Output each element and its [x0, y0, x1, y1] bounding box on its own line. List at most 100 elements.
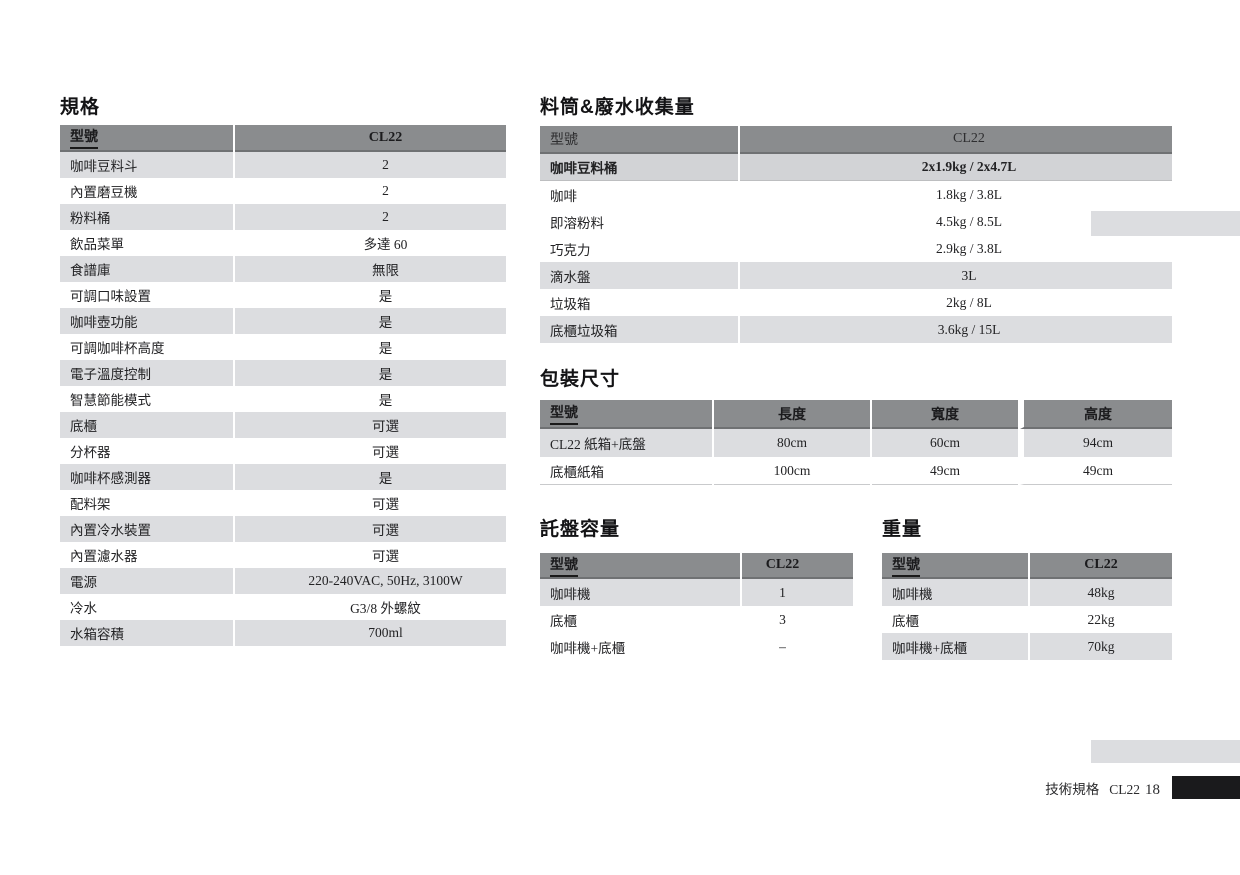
row-value: 是 — [235, 308, 506, 334]
row-label: 咖啡豆料桶 — [540, 154, 738, 181]
row-value: 可選 — [372, 445, 399, 460]
table-row: 食譜庫 無限 — [60, 256, 506, 282]
column-header-cl22: CL22 — [235, 125, 506, 152]
row-label: CL22 紙箱+底盤 — [540, 429, 712, 457]
row-value: 1 — [742, 579, 853, 606]
row-value: 可選 — [235, 412, 506, 438]
spec-header-model-cell: 型號 — [60, 125, 233, 152]
row-label: 食譜庫 — [60, 256, 233, 282]
table-row: 飲品菜單 多達 60 — [60, 230, 506, 256]
row-value: 100cm — [714, 457, 870, 485]
row-label: 電子溫度控制 — [60, 360, 233, 386]
table-row: 冷水 G3/8 外螺紋 — [60, 594, 506, 620]
row-label: 咖啡杯感測器 — [60, 464, 233, 490]
column-header-model: 型號 — [70, 126, 98, 149]
table-row: 電源 220-240VAC, 50Hz, 3100W — [60, 568, 506, 594]
tray-section-title: 託盤容量 — [540, 519, 621, 540]
table-row: 內置磨豆機 2 — [60, 178, 506, 204]
row-value: 是 — [235, 360, 506, 386]
column-header-cl22: CL22 — [740, 126, 1172, 154]
table-row: 底櫃紙箱 100cm 49cm 49cm — [540, 457, 1172, 485]
weight-header-model-cell: 型號 — [882, 553, 1028, 579]
table-row: 電子溫度控制是 — [60, 360, 506, 386]
table-row: 巧克力 2.9kg / 3.8L — [540, 235, 1172, 262]
packaging-table-body: CL22 紙箱+底盤 80cm 60cm 94cm 底櫃紙箱 100cm 49cm 49cm — [540, 429, 1172, 485]
row-value: 是 — [378, 289, 393, 304]
tray-table-body: 咖啡機 1 底櫃 3 咖啡機+底櫃 – — [540, 579, 853, 660]
weight-table-header: 型號 CL22 — [882, 553, 1172, 579]
spec-table-header: 型號 CL22 — [60, 125, 506, 152]
row-value: 2.9kg / 3.8L — [936, 240, 1002, 256]
row-value: 是 — [378, 393, 393, 408]
table-row: 可調咖啡杯高度 是 — [60, 334, 506, 360]
row-value: 2x1.9kg / 2x4.7L — [740, 154, 1172, 181]
row-value: 60cm — [872, 429, 1018, 457]
margin-gray-bar-top — [1091, 211, 1240, 236]
table-row: 底櫃 22kg — [882, 606, 1172, 633]
table-row: 垃圾箱 2kg / 8L — [540, 289, 1172, 316]
spec-table-body: 咖啡豆料斗 2 內置磨豆機 2 粉料桶 2 飲品菜單 多達 60 食譜庫 無限 可調口味設置是咖啡壺… — [60, 152, 506, 646]
footer-label: 技術規格 — [1045, 782, 1100, 797]
row-value: 是 — [235, 464, 506, 490]
row-label: 咖啡機+底櫃 — [882, 633, 1028, 660]
table-row: 咖啡機 48kg — [882, 579, 1172, 606]
row-label: 智慧節能模式 — [70, 393, 151, 408]
row-value: 2 — [382, 183, 389, 198]
table-row: 內置濾水器 可選 — [60, 542, 506, 568]
table-row: 智慧節能模式 是 — [60, 386, 506, 412]
row-label: 粉料桶 — [60, 204, 233, 230]
hopper-section-title: 料筒&廢水收集量 — [540, 97, 695, 118]
row-label: 底櫃紙箱 — [540, 457, 712, 485]
row-label: 底櫃 — [892, 613, 919, 629]
table-row: 水箱容積 700ml — [60, 620, 506, 646]
row-label: 咖啡機 — [882, 579, 1028, 606]
column-header-cl22: CL22 — [1030, 553, 1172, 579]
tray-table: 型號 CL22 咖啡機 1 底櫃 3 咖啡機+底櫃 – — [540, 553, 853, 660]
packaging-table-header: 型號 長度 寬度 高度 — [540, 400, 1172, 429]
table-row: 可調口味設置 是 — [60, 282, 506, 308]
row-label: 電源 — [60, 568, 233, 594]
row-value: G3/8 外螺紋 — [350, 601, 421, 616]
column-header-cl22: CL22 — [742, 553, 853, 579]
row-label: 內置冷水裝置 — [60, 516, 233, 542]
footer-model: CL22 — [1109, 782, 1140, 797]
row-label: 配料架 — [70, 497, 111, 512]
row-value: 多達 60 — [363, 237, 408, 252]
row-value: – — [779, 638, 786, 654]
row-value: 80cm — [714, 429, 870, 457]
footer-gray-bar — [1091, 740, 1240, 763]
table-row: 咖啡杯感測器是 — [60, 464, 506, 490]
table-row: 滴水盤 3L — [540, 262, 1172, 289]
row-value: 1.8kg / 3.8L — [936, 186, 1002, 202]
tray-table-header: 型號 CL22 — [540, 553, 853, 579]
tray-header-model-cell: 型號 — [540, 553, 740, 579]
table-row: 內置冷水裝置 可選 — [60, 516, 506, 542]
row-label: 咖啡壺功能 — [60, 308, 233, 334]
row-value: 3L — [740, 262, 1172, 289]
row-label: 即溶粉料 — [550, 215, 604, 231]
row-label: 垃圾箱 — [550, 296, 591, 312]
table-row: 咖啡豆料桶 2x1.9kg / 2x4.7L — [540, 154, 1172, 181]
row-value: 2 — [235, 204, 506, 230]
hopper-table-header: 型號 CL22 — [540, 126, 1172, 154]
row-value: 49cm — [1020, 457, 1172, 485]
row-value: 可選 — [372, 497, 399, 512]
weight-section-title: 重量 — [882, 519, 923, 540]
table-row: 底櫃 可選 — [60, 412, 506, 438]
row-label: 咖啡 — [550, 188, 577, 204]
hopper-table: 型號 CL22 咖啡豆料桶 2x1.9kg / 2x4.7L 咖啡 1.8kg / 3… — [540, 126, 1172, 343]
footer-black-tab — [1172, 776, 1240, 799]
packaging-table: 型號 長度 寬度 高度 CL22 紙箱+底盤 80cm 60cm 94cm 底櫃紙箱 10… — [540, 400, 1172, 485]
table-row: 配料架 可選 — [60, 490, 506, 516]
row-value: 49cm — [872, 457, 1018, 485]
row-value: 3 — [779, 611, 786, 627]
column-header-model: 型號 — [550, 554, 578, 577]
table-row: 底櫃垃圾箱 3.6kg / 15L — [540, 316, 1172, 343]
row-value: 2kg / 8L — [946, 294, 992, 310]
row-value: 2 — [235, 152, 506, 178]
row-label: 巧克力 — [550, 242, 591, 258]
row-value: 22kg — [1087, 611, 1115, 627]
row-label: 分杯器 — [70, 445, 111, 460]
table-row: 咖啡豆料斗 2 — [60, 152, 506, 178]
